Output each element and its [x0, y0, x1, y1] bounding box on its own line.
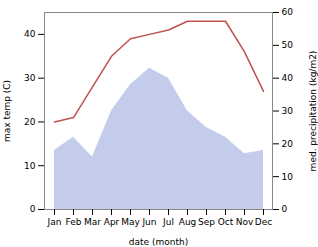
svg-text:10: 10 — [282, 172, 294, 182]
svg-text:10: 10 — [24, 161, 36, 171]
svg-text:Mar: Mar — [84, 217, 101, 227]
svg-text:Nov: Nov — [236, 217, 254, 227]
svg-text:0: 0 — [30, 204, 36, 214]
svg-text:20: 20 — [282, 139, 294, 149]
svg-text:Apr: Apr — [104, 217, 120, 227]
svg-text:Aug: Aug — [179, 217, 197, 227]
svg-text:max temp (C): max temp (C) — [2, 80, 12, 142]
svg-text:30: 30 — [24, 73, 36, 83]
svg-text:Jun: Jun — [141, 217, 156, 227]
svg-text:30: 30 — [282, 106, 294, 116]
svg-text:Feb: Feb — [66, 217, 82, 227]
svg-text:Oct: Oct — [218, 217, 234, 227]
svg-text:date (month): date (month) — [129, 237, 188, 247]
svg-text:60: 60 — [282, 7, 294, 17]
svg-text:Jan: Jan — [47, 217, 62, 227]
svg-text:40: 40 — [24, 29, 36, 39]
svg-text:50: 50 — [282, 40, 294, 50]
svg-text:med. precipitation (kg/m2): med. precipitation (kg/m2) — [308, 51, 318, 172]
svg-text:Sep: Sep — [198, 217, 215, 227]
svg-text:40: 40 — [282, 73, 294, 83]
svg-text:May: May — [121, 217, 140, 227]
svg-text:Jul: Jul — [162, 217, 174, 227]
svg-text:Dec: Dec — [255, 217, 272, 227]
svg-text:20: 20 — [24, 117, 36, 127]
svg-text:0: 0 — [282, 204, 288, 214]
